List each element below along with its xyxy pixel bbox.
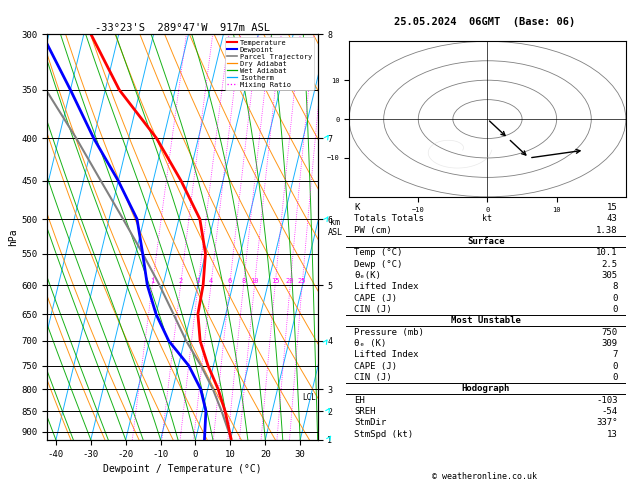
- Text: 337°: 337°: [596, 418, 618, 427]
- Text: 0: 0: [612, 294, 618, 303]
- Text: 0: 0: [612, 373, 618, 382]
- Text: PW (cm): PW (cm): [354, 226, 392, 235]
- X-axis label: Dewpoint / Temperature (°C): Dewpoint / Temperature (°C): [103, 464, 262, 474]
- Text: 25: 25: [298, 278, 306, 284]
- Text: 1: 1: [150, 278, 155, 284]
- Y-axis label: km
ASL: km ASL: [328, 218, 343, 237]
- Text: Pressure (mb): Pressure (mb): [354, 328, 424, 337]
- Text: 3: 3: [196, 278, 200, 284]
- Text: θₑ (K): θₑ (K): [354, 339, 387, 348]
- Text: Temp (°C): Temp (°C): [354, 248, 403, 257]
- Text: CAPE (J): CAPE (J): [354, 362, 398, 371]
- Text: 7: 7: [612, 350, 618, 359]
- Text: K: K: [354, 203, 360, 212]
- Text: 309: 309: [601, 339, 618, 348]
- Text: -103: -103: [596, 396, 618, 405]
- Text: 1.38: 1.38: [596, 226, 618, 235]
- Text: Dewp (°C): Dewp (°C): [354, 260, 403, 269]
- Text: 13: 13: [607, 430, 618, 439]
- Text: © weatheronline.co.uk: © weatheronline.co.uk: [432, 472, 537, 481]
- Text: 25.05.2024  06GMT  (Base: 06): 25.05.2024 06GMT (Base: 06): [394, 17, 575, 27]
- Text: -54: -54: [601, 407, 618, 416]
- Text: EH: EH: [354, 396, 365, 405]
- Text: StmDir: StmDir: [354, 418, 387, 427]
- Text: 10.1: 10.1: [596, 248, 618, 257]
- Text: Lifted Index: Lifted Index: [354, 282, 419, 291]
- Text: 10: 10: [250, 278, 259, 284]
- Text: Lifted Index: Lifted Index: [354, 350, 419, 359]
- Text: 8: 8: [242, 278, 246, 284]
- Legend: Temperature, Dewpoint, Parcel Trajectory, Dry Adiabat, Wet Adiabat, Isotherm, Mi: Temperature, Dewpoint, Parcel Trajectory…: [225, 37, 314, 90]
- Text: 8: 8: [612, 282, 618, 291]
- Text: 2: 2: [179, 278, 182, 284]
- Text: CAPE (J): CAPE (J): [354, 294, 398, 303]
- Text: Most Unstable: Most Unstable: [451, 316, 521, 325]
- Text: 0: 0: [612, 362, 618, 371]
- Text: 15: 15: [607, 203, 618, 212]
- Text: StmSpd (kt): StmSpd (kt): [354, 430, 413, 439]
- Text: 750: 750: [601, 328, 618, 337]
- Text: θₑ(K): θₑ(K): [354, 271, 381, 280]
- Text: 305: 305: [601, 271, 618, 280]
- Text: Totals Totals: Totals Totals: [354, 214, 424, 223]
- X-axis label: kt: kt: [482, 214, 493, 223]
- Text: SREH: SREH: [354, 407, 376, 416]
- Text: 6: 6: [228, 278, 232, 284]
- Text: CIN (J): CIN (J): [354, 373, 392, 382]
- Y-axis label: hPa: hPa: [9, 228, 18, 246]
- Text: 2.5: 2.5: [601, 260, 618, 269]
- Text: Hodograph: Hodograph: [462, 384, 510, 393]
- Text: LCL: LCL: [302, 393, 316, 402]
- Text: Surface: Surface: [467, 237, 504, 246]
- Text: 20: 20: [286, 278, 294, 284]
- Text: 43: 43: [607, 214, 618, 223]
- Text: 4: 4: [209, 278, 213, 284]
- Text: 15: 15: [271, 278, 279, 284]
- Text: CIN (J): CIN (J): [354, 305, 392, 314]
- Title: -33°23'S  289°47'W  917m ASL: -33°23'S 289°47'W 917m ASL: [95, 23, 270, 33]
- Text: 0: 0: [612, 305, 618, 314]
